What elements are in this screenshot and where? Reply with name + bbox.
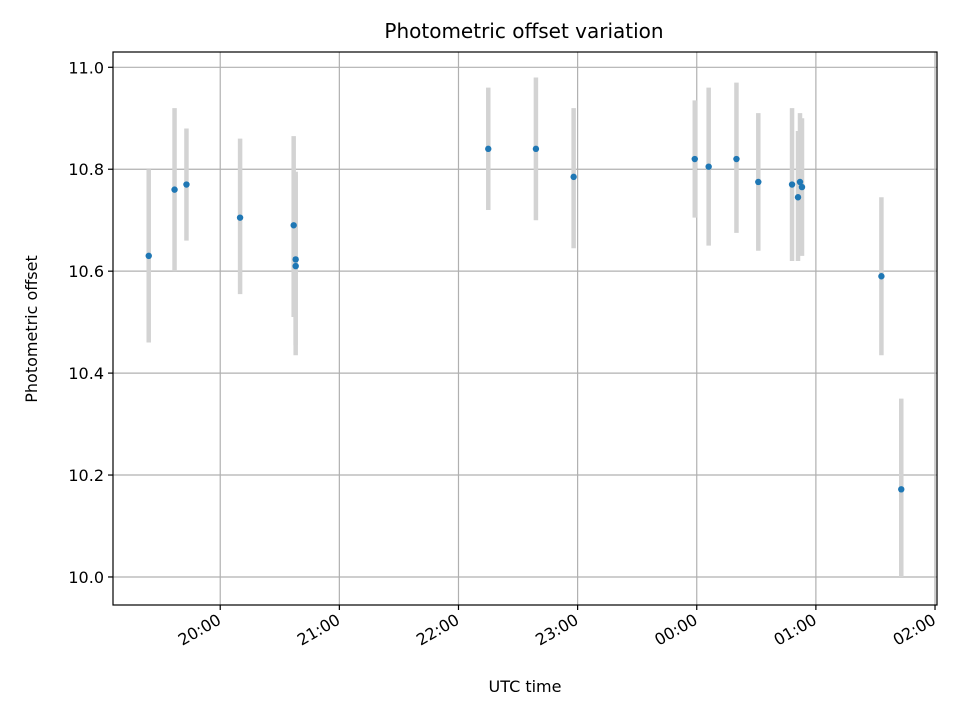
plot-frame [112, 51, 938, 606]
y-tick-label: 10.4 [68, 364, 104, 383]
y-tick-label: 11.0 [68, 58, 104, 77]
data-point [755, 178, 762, 186]
data-point [485, 145, 492, 153]
data-point [794, 194, 802, 201]
data-point [532, 145, 540, 153]
data-point [691, 155, 698, 163]
data-point [292, 262, 299, 270]
y-tick-label: 10.6 [68, 262, 104, 281]
y-tick-label: 10.8 [68, 160, 104, 179]
data-point [290, 222, 297, 229]
data-point [145, 252, 152, 260]
y-tick-label: 10.2 [68, 466, 104, 485]
data-point [171, 186, 178, 193]
data-point [236, 214, 244, 221]
x-ticks: 20:00 21:00 22:00 23:00 00:00 01:00 02:00 [175, 605, 939, 650]
chart-title: Photometric offset variation [384, 19, 663, 43]
y-ticks: 10.0 10.2 10.4 10.6 10.8 11.0 [68, 58, 113, 587]
gridlines [113, 52, 937, 605]
x-axis-label: UTC time [489, 677, 562, 696]
x-tick-label: 22:00 [413, 610, 462, 650]
data-point [705, 163, 712, 170]
data-point [292, 256, 299, 263]
x-tick-label: 00:00 [651, 610, 700, 650]
data-points [145, 145, 905, 493]
x-tick-label: 02:00 [890, 610, 939, 650]
data-point [898, 486, 905, 493]
data-point [733, 155, 740, 163]
x-tick-label: 20:00 [175, 610, 224, 650]
x-tick-label: 21:00 [294, 610, 343, 650]
data-point [570, 173, 577, 181]
errorbars [146, 77, 904, 577]
data-point [788, 181, 796, 188]
x-tick-label: 01:00 [770, 610, 819, 650]
data-point [796, 178, 804, 186]
data-point [798, 183, 806, 191]
data-point [183, 181, 190, 188]
data-point [878, 273, 885, 280]
x-tick-label: 23:00 [532, 610, 581, 650]
y-tick-label: 10.0 [68, 568, 104, 587]
y-axis-label: Photometric offset [22, 255, 41, 403]
